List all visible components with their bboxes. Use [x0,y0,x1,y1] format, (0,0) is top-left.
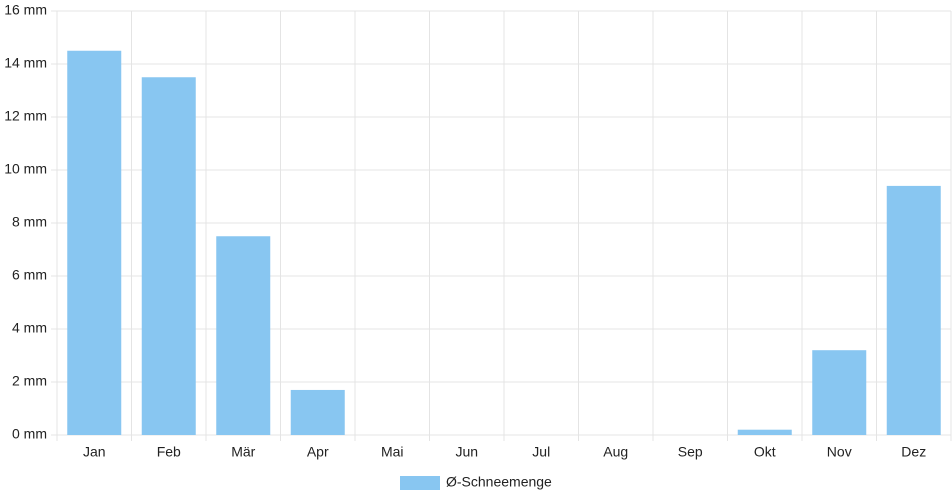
bar [67,50,122,435]
x-tick-label: Mai [381,444,404,460]
y-tick-label: 2 mm [12,373,47,389]
x-tick-label: Okt [754,444,776,460]
bar [290,389,345,435]
y-tick-label: 0 mm [12,426,47,442]
x-tick-label: Jun [455,444,478,460]
bar [812,350,867,435]
y-tick-label: 10 mm [4,161,47,177]
bar [141,77,196,435]
x-tick-label: Jul [532,444,550,460]
legend-label: Ø-Schneemenge [446,474,552,490]
y-tick-label: 4 mm [12,320,47,336]
x-tick-label: Jan [83,444,106,460]
x-tick-label: Nov [827,444,852,460]
y-tick-label: 6 mm [12,267,47,283]
x-tick-label: Feb [157,444,181,460]
y-tick-label: 14 mm [4,55,47,71]
x-tick-label: Mär [231,444,255,460]
x-tick-label: Apr [307,444,329,460]
bar [737,429,792,435]
bar [886,185,941,435]
y-tick-label: 8 mm [12,214,47,230]
y-tick-label: 12 mm [4,108,47,124]
x-tick-label: Aug [603,444,628,460]
x-tick-label: Dez [901,444,926,460]
bar [216,236,271,435]
x-tick-label: Sep [678,444,703,460]
y-tick-label: 16 mm [4,2,47,18]
legend-swatch [400,476,440,490]
